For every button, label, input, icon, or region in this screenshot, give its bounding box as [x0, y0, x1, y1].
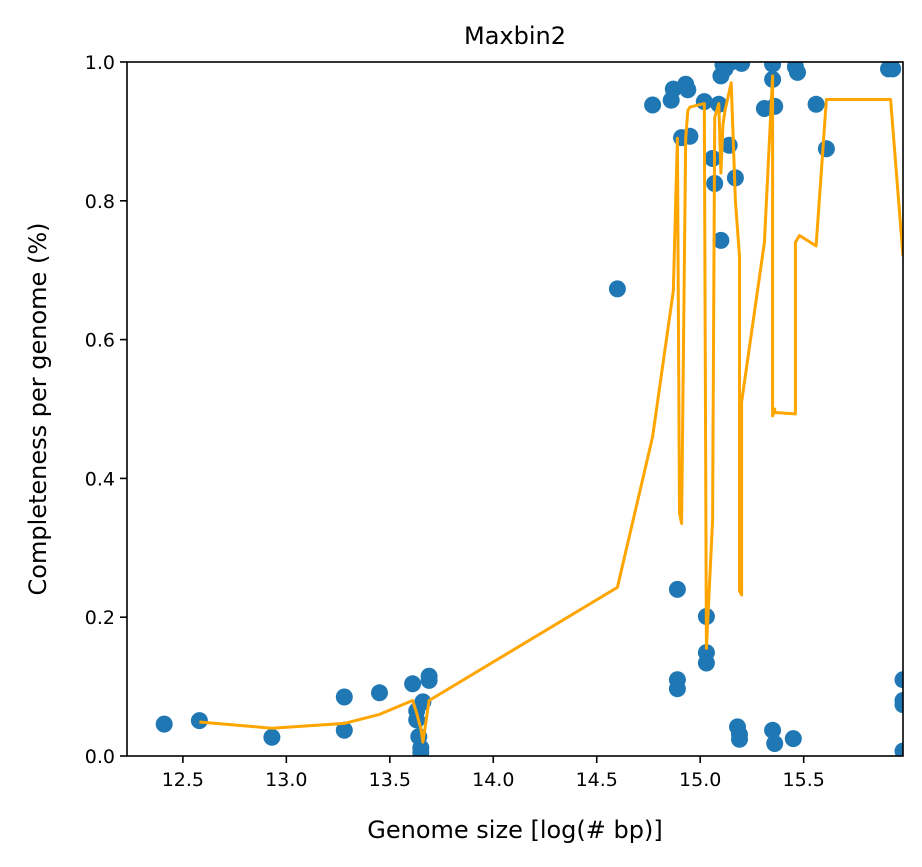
- x-tick-label: 15.0: [679, 769, 721, 791]
- data-point: [412, 744, 430, 756]
- data-point: [668, 580, 686, 598]
- data-point: [807, 95, 825, 113]
- y-tick-label: 0.6: [85, 330, 115, 352]
- data-point: [712, 231, 730, 249]
- data-point: [404, 675, 422, 693]
- data-point: [894, 696, 903, 714]
- data-point: [681, 127, 699, 145]
- x-tick-label: 14.0: [472, 769, 514, 791]
- y-axis-label: Completeness per genome (%): [24, 223, 52, 596]
- trend-line: [199, 74, 903, 744]
- x-tick-label: 13.0: [265, 769, 307, 791]
- scatter-points: [155, 62, 903, 756]
- data-point: [263, 728, 281, 746]
- data-point: [733, 62, 751, 72]
- data-point: [155, 715, 173, 733]
- plot-frame: [126, 61, 904, 757]
- data-point: [704, 150, 722, 167]
- data-point: [420, 671, 438, 689]
- data-point: [894, 742, 903, 756]
- data-point: [371, 684, 388, 702]
- data-point: [764, 721, 782, 739]
- x-tick-label: 12.5: [162, 769, 204, 791]
- data-point: [817, 140, 835, 158]
- data-point: [190, 712, 208, 730]
- data-point: [731, 730, 748, 748]
- chart-title: Maxbin2: [464, 22, 566, 50]
- data-point: [766, 97, 784, 115]
- data-point: [766, 735, 784, 752]
- x-tick-label: 14.5: [576, 769, 618, 791]
- data-point: [789, 63, 806, 81]
- data-point: [644, 96, 662, 114]
- data-point: [668, 680, 686, 698]
- y-tick-label: 1.0: [85, 52, 115, 74]
- y-tick-label: 0.8: [85, 191, 115, 213]
- data-point: [894, 671, 903, 689]
- data-point: [335, 688, 353, 706]
- data-point: [884, 62, 902, 78]
- data-point: [335, 721, 353, 739]
- data-point: [764, 62, 782, 73]
- y-tick-label: 0.4: [85, 468, 115, 490]
- data-point: [608, 280, 626, 298]
- x-axis-ticks: 12.5 13.0 13.5 14.0 14.5 15.0 15.5: [162, 756, 825, 791]
- y-tick-label: 0.0: [85, 746, 115, 768]
- trend-line-layer: [199, 74, 903, 744]
- x-tick-label: 13.5: [369, 769, 411, 791]
- y-tick-label: 0.2: [85, 607, 115, 629]
- x-tick-label: 15.5: [783, 769, 825, 791]
- y-axis-ticks: 0.0 0.2 0.4 0.6 0.8 1.0: [85, 52, 127, 768]
- x-axis-label: Genome size [log(# bp)]: [367, 816, 662, 844]
- data-point: [679, 81, 697, 99]
- data-point: [784, 730, 802, 748]
- data-point: [697, 654, 715, 672]
